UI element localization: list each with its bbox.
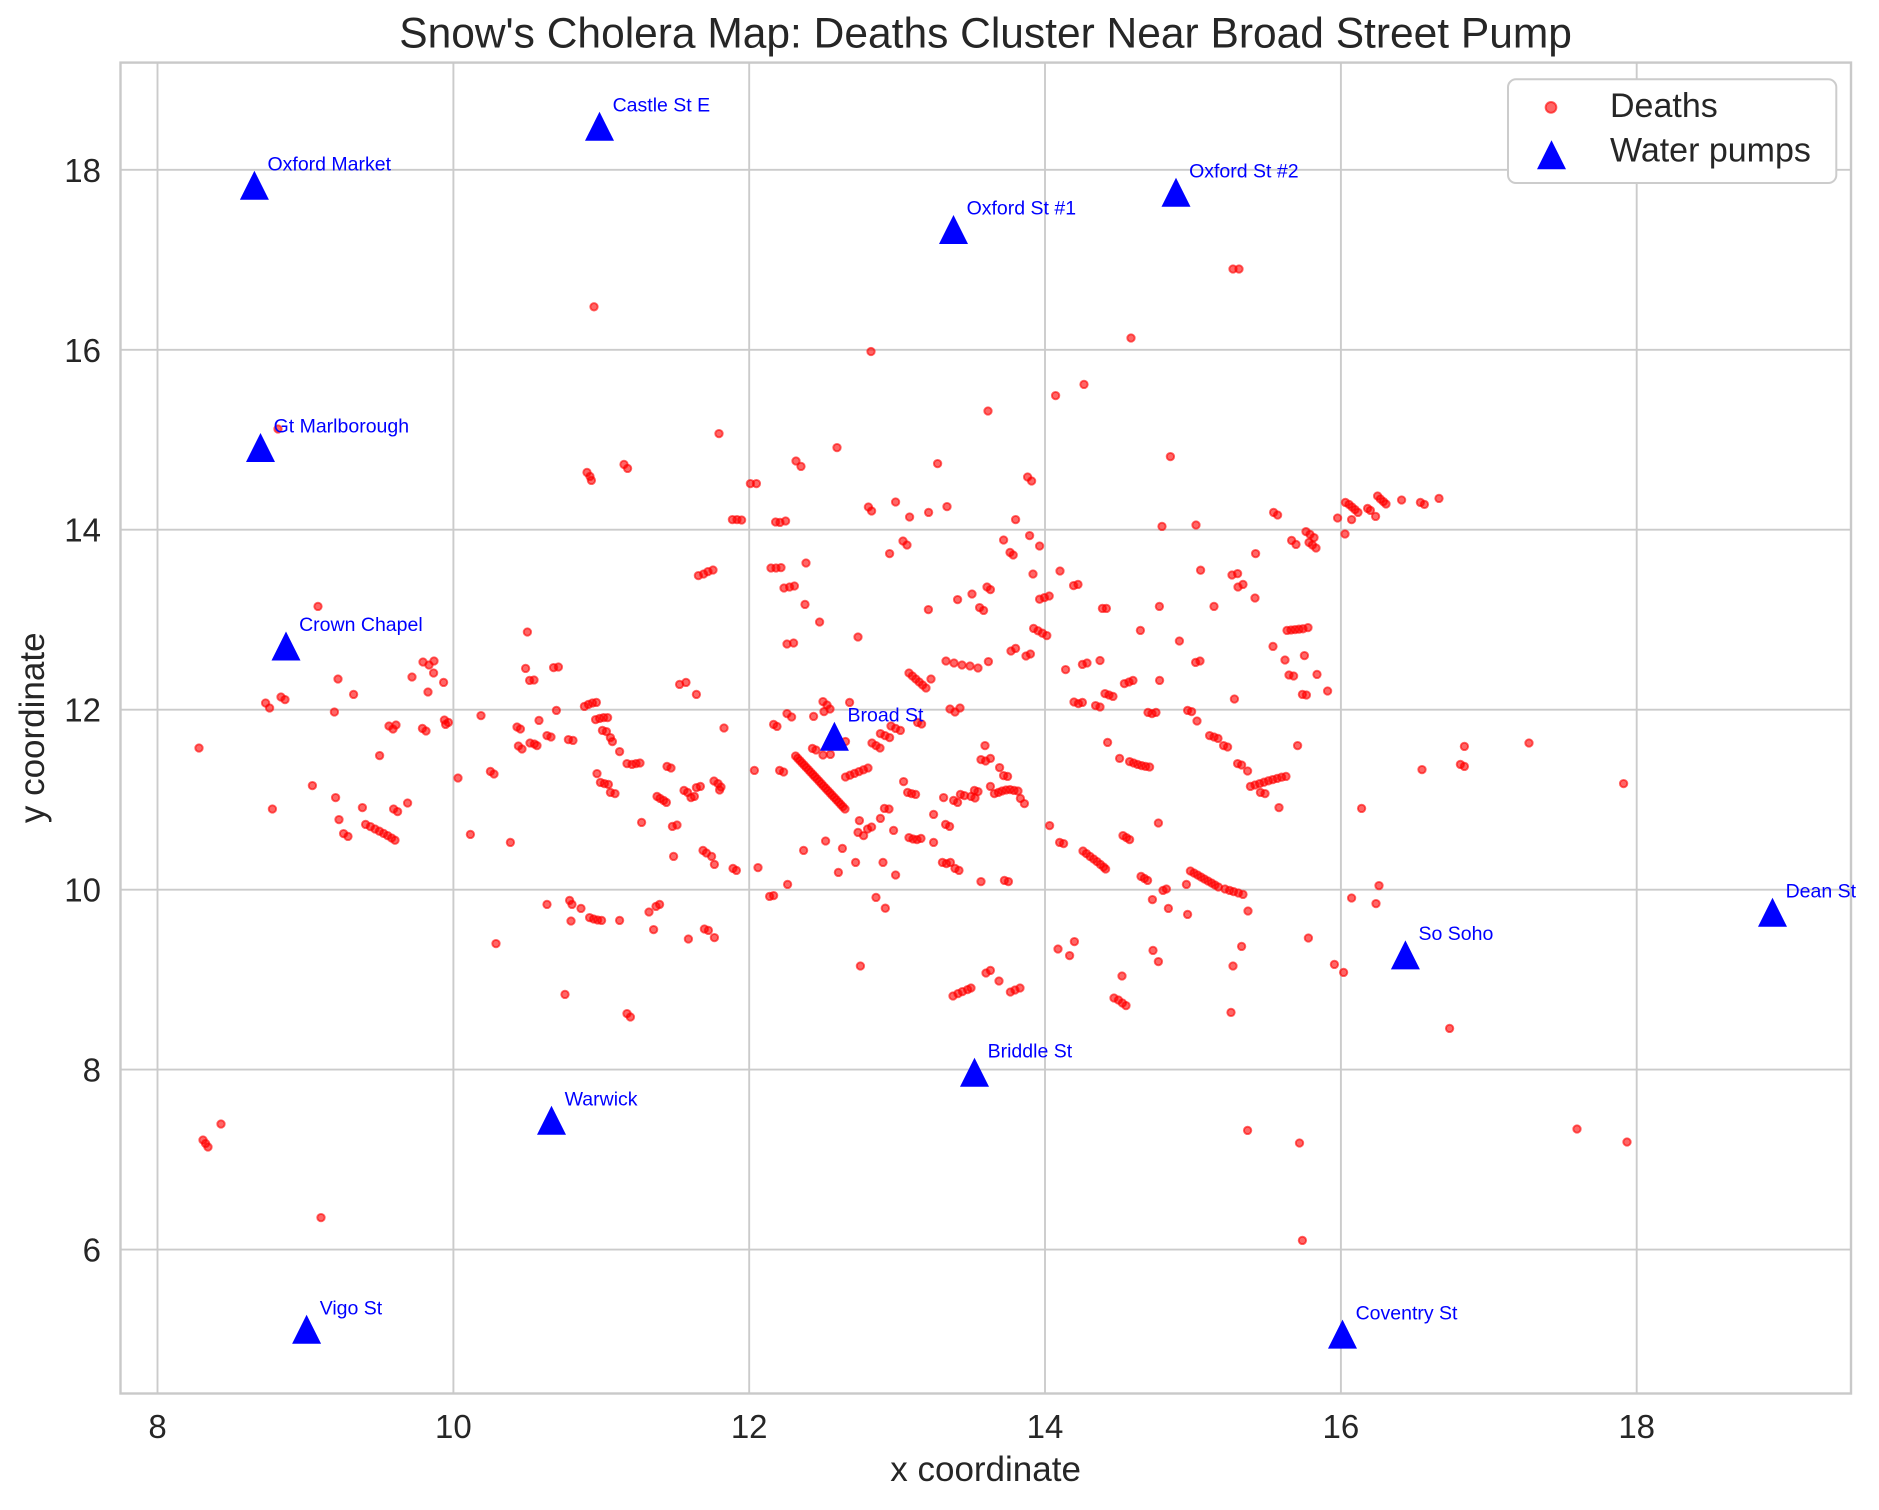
svg-text:Briddle St: Briddle St — [988, 1041, 1073, 1063]
svg-text:Warwick: Warwick — [565, 1089, 638, 1111]
svg-text:6: 6 — [83, 1232, 101, 1269]
svg-text:8: 8 — [148, 1408, 166, 1445]
svg-text:14: 14 — [1027, 1408, 1064, 1445]
svg-text:14: 14 — [64, 512, 101, 549]
svg-text:Oxford St #2: Oxford St #2 — [1189, 161, 1298, 183]
svg-text:Castle St E: Castle St E — [613, 95, 711, 117]
svg-text:Broad St: Broad St — [848, 704, 924, 726]
svg-text:So Soho: So Soho — [1419, 923, 1494, 945]
svg-text:Vigo St: Vigo St — [320, 1298, 383, 1320]
svg-text:8: 8 — [83, 1052, 101, 1089]
svg-text:18: 18 — [64, 152, 101, 189]
svg-text:16: 16 — [1323, 1408, 1360, 1445]
svg-text:y coordinate: y coordinate — [13, 632, 52, 823]
svg-text:Gt Marlborough: Gt Marlborough — [274, 416, 409, 438]
svg-text:Oxford Market: Oxford Market — [268, 154, 392, 176]
svg-text:x coordinate: x coordinate — [890, 1450, 1081, 1489]
svg-text:Water pumps: Water pumps — [1610, 132, 1811, 170]
svg-text:Dean St: Dean St — [1786, 880, 1857, 902]
svg-text:Coventry St: Coventry St — [1356, 1302, 1458, 1324]
svg-text:18: 18 — [1618, 1408, 1655, 1445]
svg-text:Crown Chapel: Crown Chapel — [299, 614, 423, 636]
svg-text:Deaths: Deaths — [1610, 87, 1718, 125]
svg-text:16: 16 — [64, 332, 101, 369]
svg-text:10: 10 — [64, 872, 101, 909]
svg-text:12: 12 — [731, 1408, 768, 1445]
svg-text:Oxford St #1: Oxford St #1 — [967, 198, 1076, 220]
svg-text:Snow's Cholera Map: Deaths Clu: Snow's Cholera Map: Deaths Cluster Near … — [399, 11, 1572, 58]
svg-text:10: 10 — [435, 1408, 472, 1445]
svg-text:12: 12 — [64, 692, 101, 729]
